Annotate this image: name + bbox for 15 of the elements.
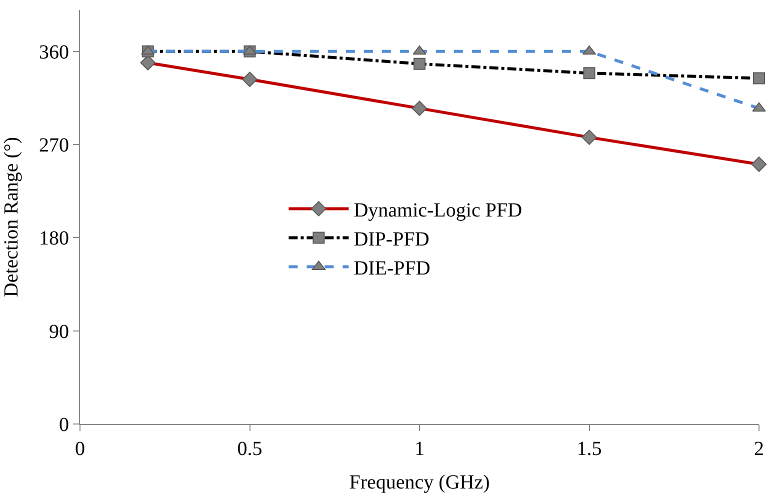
y-tick-label: 270 <box>39 134 69 157</box>
y-tick-label: 90 <box>49 320 69 343</box>
legend-label: Dynamic-Logic PFD <box>354 200 522 222</box>
x-tick-label: 0 <box>75 438 85 460</box>
x-tick-label: 0.5 <box>237 438 262 460</box>
y-tick-label: 180 <box>39 228 69 250</box>
x-tick-label: 1.5 <box>576 438 602 460</box>
x-tick-label: 2 <box>754 438 764 460</box>
legend-label: DIE-PFD <box>354 258 430 280</box>
x-tick-label: 1 <box>414 438 424 460</box>
legend-label: DIP-PFD <box>354 228 430 250</box>
y-tick-label: 360 <box>39 41 69 64</box>
y-tick-label: 0 <box>59 414 69 436</box>
x-axis-title: Frequency (GHz) <box>349 472 490 494</box>
y-axis-title: Detection Range (°) <box>0 136 22 298</box>
